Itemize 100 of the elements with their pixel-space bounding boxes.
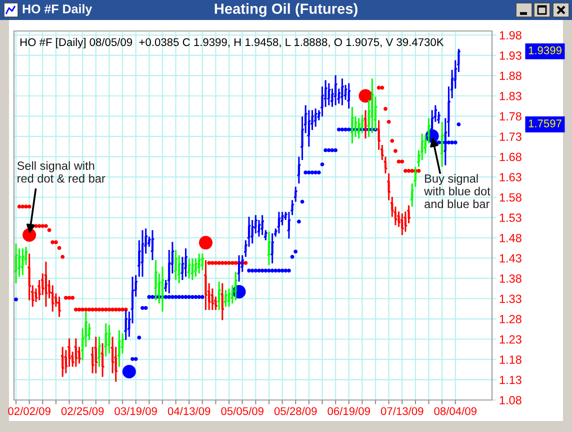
chart-subtitle: HO #F Daily [22, 4, 92, 16]
y-tick-label: 1.38 [500, 274, 522, 283]
text: 1.9399 [528, 46, 562, 54]
candlestick [93, 336, 98, 374]
y-tick-label: 1.18 [500, 355, 522, 364]
candlestick [216, 280, 222, 311]
candlestick [220, 282, 225, 321]
point [230, 260, 234, 265]
point [47, 228, 52, 232]
point [40, 224, 45, 228]
point [384, 106, 388, 111]
candlestick [260, 214, 265, 236]
candlestick [173, 249, 178, 281]
candlestick [140, 229, 145, 278]
point [416, 168, 421, 173]
candlestick [14, 242, 18, 284]
y-tick-label: 1.88 [500, 72, 522, 80]
candlestick [256, 219, 262, 238]
point [110, 308, 114, 312]
point [87, 308, 92, 312]
point [117, 308, 122, 312]
candlestick [150, 229, 155, 261]
point [210, 260, 214, 265]
candlestick [86, 322, 92, 341]
x-tick-label: 08/04/09 [434, 406, 476, 416]
candlestick [290, 199, 295, 216]
point [57, 246, 62, 250]
x-tick-label: 02/02/09 [8, 406, 50, 416]
candlestick [293, 186, 298, 202]
candlestick [106, 324, 112, 354]
point [54, 240, 58, 244]
point [380, 86, 384, 90]
point [24, 204, 28, 209]
y-tick-label: 1.33 [500, 294, 522, 304]
point [227, 260, 231, 265]
x-tick-label: 02/25/09 [61, 406, 104, 416]
y-tick-label: 1.08 [500, 396, 522, 404]
y-tick-label: 1.23 [500, 335, 522, 344]
y-tick-label: 1.58 [500, 193, 522, 202]
point [70, 296, 75, 300]
point [37, 224, 42, 228]
y-tick-label: 1.73 [500, 132, 522, 141]
point [27, 204, 32, 209]
candlestick [123, 309, 128, 341]
candlestick [56, 296, 62, 318]
point [234, 260, 238, 265]
candlestick [50, 284, 56, 312]
candlestick [326, 82, 332, 106]
point [224, 260, 228, 265]
candlestick [100, 342, 105, 378]
y-tick-label: 1.28 [500, 314, 522, 324]
point [44, 224, 48, 228]
candlestick [233, 271, 238, 302]
point [410, 168, 414, 173]
candlestick [186, 258, 192, 280]
x-tick-label: 05/28/09 [274, 406, 317, 416]
candlestick [333, 74, 338, 106]
point [220, 260, 224, 265]
candlestick [306, 109, 312, 148]
y-tick-label: 1.13 [500, 376, 522, 384]
x-tick-label: 05/05/09 [221, 406, 264, 416]
candlestick [346, 82, 352, 110]
point [406, 168, 411, 173]
point [64, 296, 68, 300]
candlestick [296, 156, 302, 184]
point [94, 308, 98, 312]
point [100, 308, 105, 312]
point [84, 308, 88, 312]
candlestick [276, 211, 282, 234]
candlestick [386, 172, 392, 201]
point [390, 138, 394, 143]
candlestick [116, 329, 122, 368]
candlestick [203, 259, 208, 311]
candlestick [270, 232, 275, 264]
point [376, 86, 381, 90]
point [114, 308, 118, 312]
candlestick [183, 248, 188, 278]
candlestick [226, 288, 232, 308]
chart-title: Heating Oil (Futures) [214, 3, 358, 17]
y-tick-label: 1.83 [500, 92, 522, 100]
candlestick [73, 338, 78, 368]
point [207, 260, 212, 265]
y-tick-label: 1.53 [500, 214, 522, 222]
annotation: Buy signal with blue dot and blue bar [424, 174, 490, 208]
point [80, 308, 85, 312]
x-tick-label: 07/13/09 [380, 406, 424, 416]
point [244, 260, 248, 265]
point [403, 168, 408, 173]
candlestick [340, 78, 345, 106]
point [386, 120, 391, 124]
point [217, 260, 222, 265]
x-tick-label: 04/13/09 [168, 406, 210, 416]
candlestick [200, 252, 205, 272]
y-tick-label: 1.48 [500, 234, 522, 242]
candlestick [190, 258, 195, 281]
point [74, 308, 78, 312]
point [17, 204, 22, 209]
y-tick-label: 1.43 [500, 254, 522, 262]
candlestick [193, 258, 198, 278]
point [34, 224, 38, 228]
